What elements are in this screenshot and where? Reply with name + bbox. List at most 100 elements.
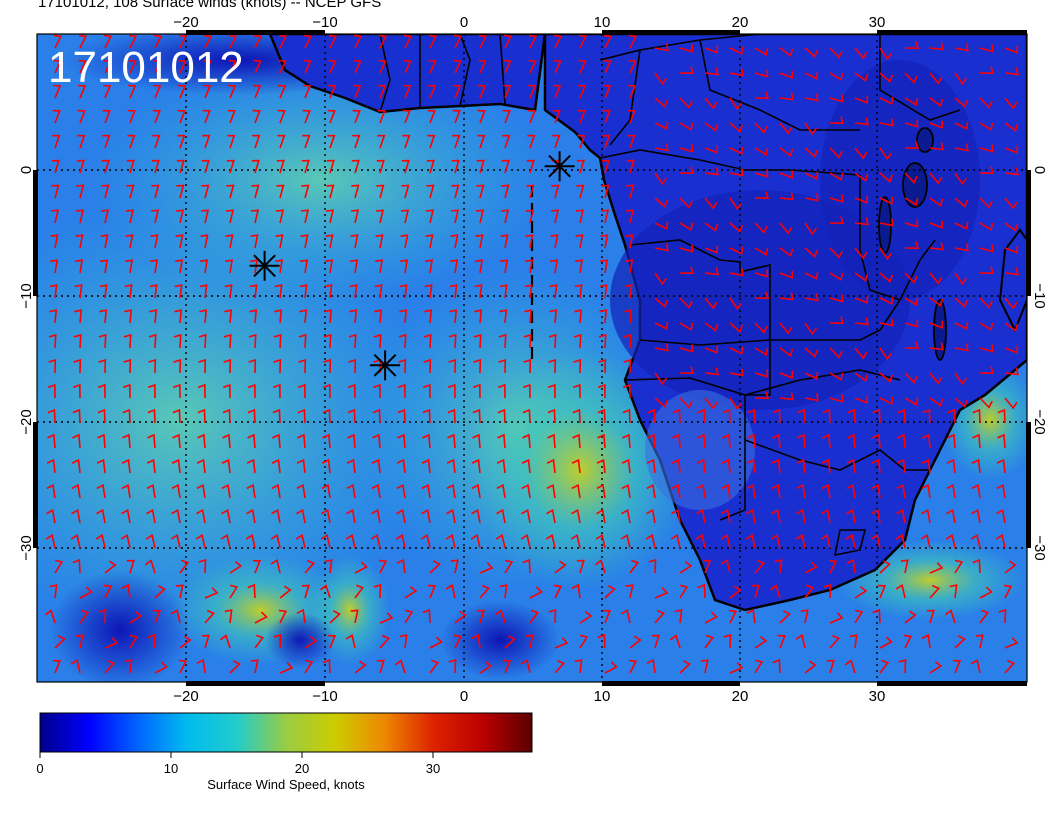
wind-barb [1004, 122, 1019, 132]
wind-barb [400, 234, 409, 249]
wind-barb [929, 297, 944, 307]
wind-barb [199, 309, 208, 324]
wind-barb [175, 209, 185, 224]
wind-barb [128, 59, 137, 74]
wind-barb [1004, 245, 1019, 254]
wind-barb [177, 109, 186, 124]
wind-barb [754, 147, 769, 156]
wind-barb [829, 634, 841, 649]
wind-barb [598, 358, 607, 374]
wind-barb [348, 358, 357, 374]
wind-barb [578, 59, 587, 74]
wind-barb [895, 534, 906, 549]
wind-barb [123, 358, 132, 374]
wind-barb [101, 184, 110, 199]
wind-barb [1004, 97, 1018, 110]
wind-barb [272, 383, 281, 399]
wind-barb [273, 358, 282, 374]
wind-barb [700, 659, 709, 674]
wind-barb [428, 34, 438, 49]
wind-barb [353, 34, 363, 49]
ocean-swirl [90, 60, 550, 300]
wind-barb [804, 93, 819, 102]
wind-barb [527, 109, 536, 124]
wind-barb [879, 296, 894, 305]
wind-barb [275, 234, 284, 249]
wind-barb [396, 508, 406, 524]
wind-barb [597, 408, 606, 424]
wind-barb [347, 433, 356, 449]
wind-barb [704, 145, 719, 154]
wind-barb [996, 458, 1006, 474]
wind-barb [203, 84, 212, 99]
wind-barb [795, 534, 806, 549]
wind-barb [521, 458, 531, 474]
wind-barb [100, 209, 110, 224]
wind-barb [350, 609, 359, 624]
wind-barb [879, 318, 894, 327]
wind-barb [846, 483, 856, 499]
wind-barb [621, 483, 631, 499]
wind-barb [404, 609, 414, 624]
wind-barb [299, 309, 308, 324]
wind-barb [49, 284, 58, 299]
wind-barb [654, 72, 668, 86]
wind-barb [429, 659, 440, 674]
wind-barb [621, 508, 631, 524]
wind-barb [954, 559, 964, 574]
wind-barb [879, 47, 893, 61]
wind-barb [879, 636, 893, 649]
wind-barb [879, 147, 893, 161]
wind-barb [500, 234, 509, 249]
wind-barb [979, 144, 994, 153]
wind-barb [954, 372, 968, 386]
wind-barb [378, 59, 387, 74]
wind-barb [654, 221, 669, 230]
wind-barb [521, 483, 531, 499]
wind-barb [148, 358, 157, 374]
wind-barb [577, 134, 586, 149]
wind-barb [201, 184, 210, 199]
wind-barb [275, 209, 285, 224]
wind-barb [353, 84, 362, 99]
wind-barb [829, 347, 843, 359]
wind-barb [695, 534, 706, 549]
wind-barb [628, 59, 637, 74]
wind-barb [879, 218, 894, 227]
wind-barb [77, 134, 86, 149]
wind-barb [497, 383, 506, 399]
wind-barb [549, 309, 558, 324]
wind-barb [929, 142, 944, 151]
wind-barb [502, 109, 511, 124]
wind-barb [53, 84, 62, 99]
wind-barb [322, 383, 331, 399]
great-lakes [878, 127, 947, 361]
wind-barb [79, 586, 93, 599]
wind-barb [374, 309, 383, 324]
lat-labels-left: 0 −10 −20 −30 [18, 166, 35, 561]
wind-barb [46, 483, 56, 499]
wind-barb [422, 433, 431, 449]
wind-barb [754, 69, 769, 78]
wind-barb [197, 408, 206, 424]
wind-barb [576, 559, 585, 574]
wind-barb [501, 184, 510, 199]
wind-barb [879, 172, 894, 183]
wind-barb [46, 508, 56, 524]
wind-barb [272, 408, 281, 424]
wind-barb [324, 309, 333, 324]
lon-label: 10 [594, 688, 611, 705]
wind-barb [254, 634, 265, 649]
wind-barb [77, 109, 86, 124]
wind-barb [453, 634, 463, 649]
wind-barb [49, 309, 58, 324]
wind-barb [254, 611, 268, 624]
wind-barb [429, 636, 443, 649]
wind-barb [144, 559, 156, 574]
wind-barb [375, 209, 385, 224]
wind-barb [103, 584, 113, 599]
wind-barb [104, 637, 119, 649]
wind-barb [421, 483, 431, 499]
wind-barb [299, 284, 308, 299]
wind-barb [75, 234, 84, 249]
